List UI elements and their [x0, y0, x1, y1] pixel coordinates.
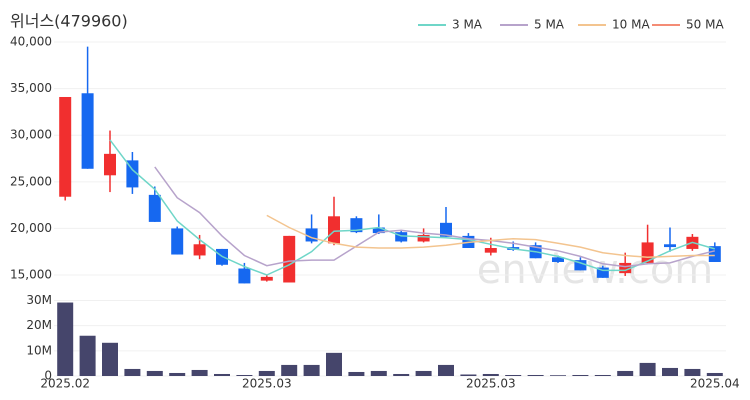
volume-bar — [370, 370, 387, 376]
candle-body — [171, 228, 184, 255]
volume-bar — [594, 374, 611, 376]
volume-bar — [482, 373, 499, 376]
volume-bar — [191, 369, 208, 376]
volume-bar — [460, 374, 477, 376]
volume-bar — [639, 362, 656, 376]
volume-bar — [527, 374, 544, 376]
candle-body — [708, 246, 721, 262]
volume-bar — [662, 367, 678, 376]
candle-body — [574, 260, 587, 271]
y-tick-label: 20M — [26, 318, 52, 332]
candle-body — [417, 234, 430, 242]
volume-bar — [393, 373, 410, 376]
volume-bar — [617, 370, 634, 376]
x-tick-label: 2025.04 — [690, 377, 740, 391]
candle-body — [104, 153, 116, 176]
candle-body — [193, 244, 206, 256]
ma-line — [266, 214, 715, 259]
candle-body — [148, 194, 161, 222]
ma-line — [109, 139, 716, 276]
volume-bar — [684, 368, 701, 376]
candle-body — [126, 160, 139, 188]
volume-bar — [124, 368, 141, 376]
candle-body — [395, 232, 408, 242]
candle-body — [484, 248, 497, 253]
volume-bar — [146, 370, 163, 376]
y-tick-label: 20,000 — [10, 221, 52, 235]
candle-body — [372, 227, 385, 234]
legend-label: 3 MA — [452, 18, 483, 32]
volume-bar — [348, 371, 365, 376]
candle-body — [552, 257, 564, 262]
candle-body — [664, 244, 676, 248]
y-tick-label: 35,000 — [10, 81, 52, 95]
candle-body — [283, 235, 296, 283]
x-tick-label: 2025.03 — [466, 377, 516, 391]
candle-body — [619, 262, 632, 274]
legend-label: 5 MA — [534, 18, 565, 32]
candle-body — [350, 218, 363, 233]
x-tick-label: 2025.03 — [242, 377, 292, 391]
legend-label: 50 MA — [686, 18, 724, 32]
legend-label: 10 MA — [612, 18, 650, 32]
candle-body — [238, 268, 251, 284]
volume-bar — [572, 374, 589, 376]
x-tick-label: 2025.02 — [40, 377, 90, 391]
y-tick-label: 30M — [26, 293, 52, 307]
y-tick-label: 25,000 — [10, 174, 52, 188]
volume-bar — [236, 374, 253, 376]
volume-bar — [303, 364, 320, 376]
volume-bar — [258, 370, 275, 376]
volume-bar — [281, 364, 298, 376]
y-tick-label: 40,000 — [10, 34, 52, 48]
candle-body — [596, 267, 609, 278]
volume-bar — [102, 342, 118, 376]
volume-bar — [438, 364, 454, 376]
volume-bar — [326, 352, 342, 376]
candle-body — [81, 93, 94, 169]
chart-title: 위너스(479960) — [10, 12, 128, 31]
volume-bar — [79, 335, 96, 376]
volume-bar — [169, 372, 186, 376]
y-tick-label: 30,000 — [10, 128, 52, 142]
watermark: enview.com — [477, 247, 714, 293]
candle-body — [59, 96, 72, 197]
volume-bar — [415, 370, 432, 376]
y-tick-label: 15,000 — [10, 268, 52, 282]
candle-body — [328, 216, 340, 244]
candle-body — [440, 222, 452, 237]
ma-line — [154, 166, 715, 268]
volume-bar — [57, 302, 74, 376]
volume-bar — [505, 374, 522, 376]
candle-body — [260, 276, 273, 281]
y-tick-label: 0 — [44, 369, 52, 383]
y-tick-label: 10M — [26, 343, 52, 357]
volume-bar — [214, 373, 230, 376]
volume-bar — [550, 375, 566, 376]
volume-bar — [706, 372, 723, 376]
